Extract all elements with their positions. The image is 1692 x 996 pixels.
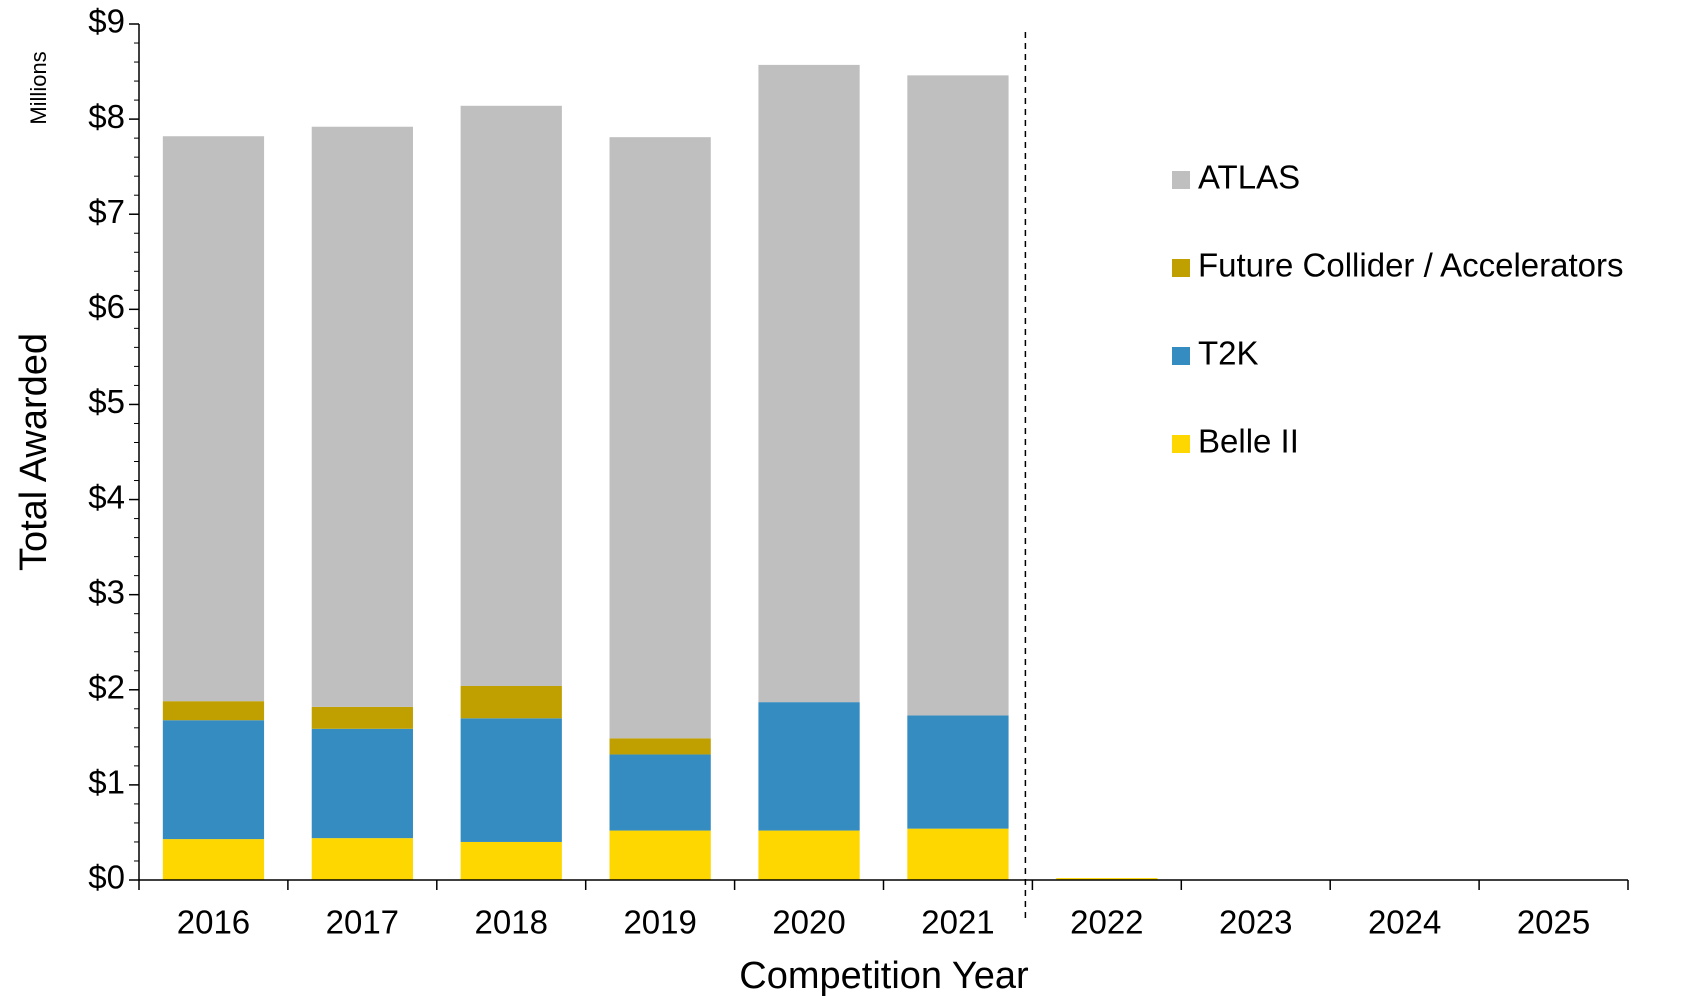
x-tick-label: 2017 bbox=[326, 904, 399, 941]
bar-segment bbox=[311, 838, 413, 880]
y-tick-label: $9 bbox=[88, 3, 125, 40]
y-tick-label: $4 bbox=[88, 478, 125, 515]
bar-segment bbox=[758, 830, 860, 880]
legend-swatch bbox=[1172, 259, 1190, 277]
legend-label: T2K bbox=[1198, 335, 1259, 372]
bar-segment bbox=[311, 728, 413, 839]
bar-segment bbox=[907, 75, 1009, 716]
y-tick-label: $5 bbox=[88, 383, 125, 420]
x-tick-label: 2022 bbox=[1070, 904, 1143, 941]
bar-segment bbox=[609, 754, 711, 831]
bar-segment bbox=[1056, 878, 1158, 880]
legend-swatch bbox=[1172, 171, 1190, 189]
bar-segment bbox=[758, 64, 860, 703]
bar-segment bbox=[907, 828, 1009, 880]
y-tick-label: $7 bbox=[88, 193, 125, 230]
bar-segment bbox=[460, 105, 562, 686]
y-tick-label: $6 bbox=[88, 288, 125, 325]
bar-segment bbox=[311, 126, 413, 707]
bar-segment bbox=[907, 715, 1009, 829]
x-axis-label: Competition Year bbox=[739, 955, 1029, 996]
y-tick-label: $0 bbox=[88, 859, 125, 896]
bar-segment bbox=[609, 830, 711, 880]
unit-label: Millions bbox=[26, 51, 51, 124]
bar-segment bbox=[460, 685, 562, 719]
y-axis-label: Total Awarded bbox=[13, 333, 55, 571]
x-tick-label: 2020 bbox=[772, 904, 845, 941]
y-tick-label: $1 bbox=[88, 764, 125, 801]
legend-swatch bbox=[1172, 347, 1190, 365]
bar-segment bbox=[162, 720, 265, 840]
legend-label: Belle II bbox=[1198, 423, 1299, 460]
y-tick-label: $3 bbox=[88, 573, 125, 610]
bar-segment bbox=[758, 702, 860, 831]
bar-segment bbox=[311, 706, 413, 729]
y-tick-label: $2 bbox=[88, 668, 125, 705]
x-tick-label: 2021 bbox=[921, 904, 994, 941]
bar-segment bbox=[609, 137, 711, 739]
x-tick-label: 2023 bbox=[1219, 904, 1292, 941]
bar-segment bbox=[460, 718, 562, 842]
legend-swatch bbox=[1172, 435, 1190, 453]
x-tick-label: 2018 bbox=[475, 904, 548, 941]
bar-segment bbox=[162, 136, 265, 702]
legend-label: Future Collider / Accelerators bbox=[1198, 247, 1624, 284]
x-tick-label: 2016 bbox=[177, 904, 250, 941]
bar-segment bbox=[609, 738, 711, 755]
legend-label: ATLAS bbox=[1198, 159, 1300, 196]
x-tick-label: 2025 bbox=[1517, 904, 1590, 941]
bar-segment bbox=[162, 701, 265, 721]
bar-segment bbox=[162, 839, 265, 880]
x-tick-label: 2024 bbox=[1368, 904, 1441, 941]
x-tick-label: 2019 bbox=[623, 904, 696, 941]
bar-segment bbox=[460, 841, 562, 880]
y-tick-label: $8 bbox=[88, 98, 125, 135]
